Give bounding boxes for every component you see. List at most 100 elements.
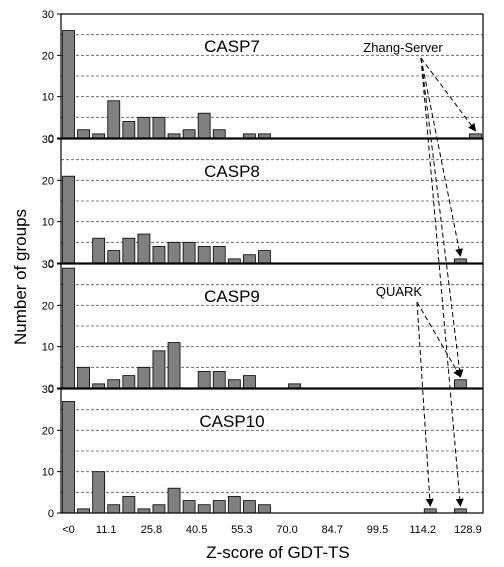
y-tick-label: 10 (42, 467, 54, 479)
bar (182, 241, 196, 264)
panel-casp7: 0 10 20 30 CASP7 (42, 9, 484, 145)
x-tick-label: 11.1 (96, 524, 117, 536)
bar (212, 371, 226, 389)
bar (212, 129, 226, 139)
panel-title: CASP10 (199, 412, 264, 431)
bar (62, 267, 75, 389)
bar (227, 379, 241, 389)
bar (197, 504, 211, 514)
panel-frame (60, 138, 484, 264)
bar (242, 133, 256, 139)
bar (77, 508, 91, 514)
panels-layer: 0 10 20 30 CASP7 0 10 20 30 CASP8 0 10 20 30 CASP9 0 10 2… (42, 9, 484, 520)
annotation-label: QUARK (376, 284, 423, 299)
bar (258, 133, 271, 139)
annotation-arrow (420, 57, 464, 507)
bar (288, 383, 302, 389)
panel-casp9: 0 10 20 30 CASP9 (42, 259, 484, 395)
bar (197, 112, 211, 139)
bar (122, 375, 136, 389)
bar (258, 250, 271, 264)
bar (92, 383, 106, 389)
bar (423, 508, 437, 514)
bar (152, 504, 166, 514)
bar (122, 121, 136, 139)
annotation-quark: QUARK (376, 284, 461, 507)
bar (152, 246, 166, 264)
panel-casp10: 0 10 20 30 CASP10 (42, 384, 484, 520)
panel-casp8: 0 10 20 30 CASP8 (42, 134, 484, 270)
bar (453, 258, 467, 264)
x-tick-label: 99.5 (367, 524, 388, 536)
bar (167, 487, 181, 514)
bar (167, 133, 181, 139)
x-tick-label: 55.3 (231, 524, 252, 536)
y-tick-label: 20 (42, 50, 54, 62)
y-tick-label: 20 (42, 425, 54, 437)
bar (258, 504, 271, 514)
annotation-label: Zhang-Server (363, 40, 443, 55)
x-tick-label: 128.9 (454, 524, 482, 536)
x-tick-label: 40.5 (186, 524, 207, 536)
x-tick-label: 25.8 (141, 524, 162, 536)
y-tick-label: 30 (42, 259, 54, 271)
y-tick-label: 20 (42, 300, 54, 312)
bar (167, 241, 181, 264)
panel-frame (60, 263, 484, 389)
bar (227, 496, 241, 514)
annotation-arrow (420, 57, 464, 378)
bar (137, 233, 151, 264)
y-tick-label: 0 (48, 133, 54, 145)
annotation-arrow (416, 301, 434, 507)
bar (212, 246, 226, 264)
y-tick-label: 0 (48, 508, 54, 520)
bar (453, 379, 467, 389)
y-tick-label: 10 (42, 342, 54, 354)
bar (92, 237, 106, 264)
annotation-arrow (416, 301, 461, 378)
y-tick-label: 10 (42, 217, 54, 229)
y-axis-title: Number of groups (11, 209, 30, 345)
bar (77, 129, 91, 139)
bar (242, 500, 256, 514)
y-tick-label: 0 (48, 258, 54, 270)
bar (242, 254, 256, 264)
annotation-zhang-server: Zhang-Server (363, 40, 477, 507)
bar (107, 379, 121, 389)
y-tick-label: 20 (42, 175, 54, 187)
bar (152, 116, 166, 139)
x-tick-label: 70.0 (276, 524, 297, 536)
x-tick-label: 114.2 (409, 524, 436, 536)
x-axis-title: Z-score of GDT-TS (206, 543, 350, 562)
bar (77, 366, 91, 389)
bar (212, 500, 226, 514)
y-tick-label: 0 (48, 383, 54, 395)
y-tick-label: 10 (42, 92, 54, 104)
y-tick-label: 30 (42, 9, 54, 21)
bar (122, 496, 136, 514)
x-tick-label: 84.7 (322, 524, 343, 536)
panel-title: CASP9 (204, 287, 260, 306)
bar (242, 375, 256, 389)
panel-title: CASP7 (204, 37, 260, 56)
bar (152, 350, 166, 389)
panel-title: CASP8 (204, 162, 260, 181)
bar (107, 100, 121, 139)
bar (197, 371, 211, 389)
x-tick-label: <0 (62, 524, 75, 536)
bar (167, 342, 181, 389)
bar (197, 246, 211, 264)
bar (182, 500, 196, 514)
bar (469, 133, 482, 139)
bar (182, 129, 196, 139)
bar (137, 508, 151, 514)
bar (137, 116, 151, 139)
bar (122, 237, 136, 264)
x-axis: <0 11.1 25.8 40.5 55.3 70.0 84.7 99.5 114.2 128.9 (62, 524, 481, 536)
bar (107, 504, 121, 514)
bar (107, 250, 121, 264)
bar (453, 508, 467, 514)
bar (227, 258, 241, 264)
bar (92, 471, 106, 514)
bar (62, 30, 75, 139)
